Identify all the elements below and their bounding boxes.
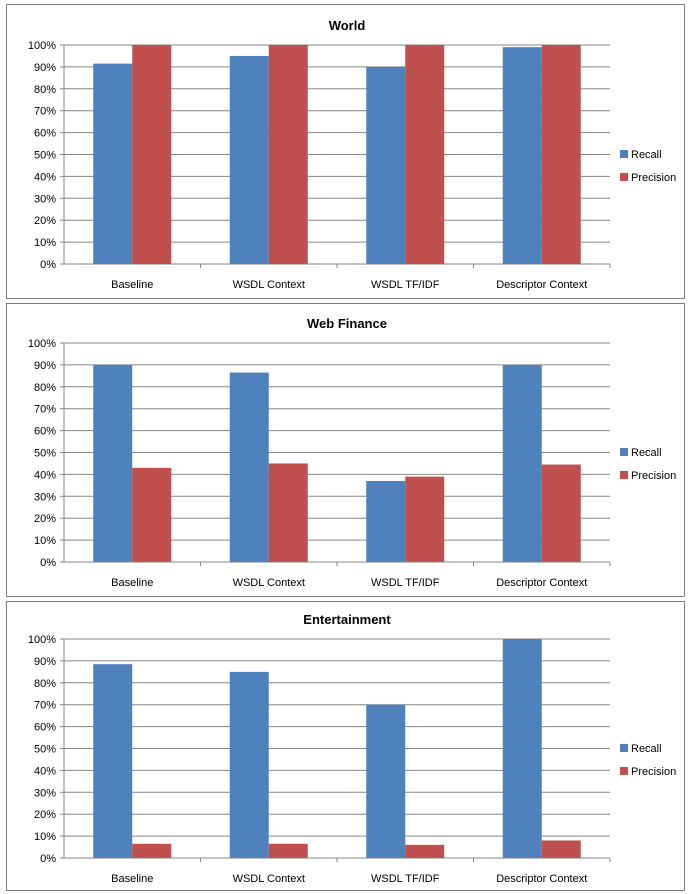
category-label: WSDL TF/IDF	[371, 279, 440, 291]
y-tick-label: 90%	[34, 62, 56, 74]
category-label: Baseline	[111, 279, 153, 291]
bar-precision-1	[268, 843, 308, 858]
y-tick-label: 20%	[34, 809, 56, 821]
y-tick-label: 60%	[34, 722, 56, 734]
bar-recall-1	[229, 55, 269, 265]
bar-precision-1	[268, 463, 308, 562]
y-tick-label: 80%	[34, 382, 56, 394]
chart-title: Web Finance	[307, 316, 387, 331]
bar-precision-0	[132, 467, 172, 562]
legend-swatch-precision	[620, 767, 628, 775]
bar-precision-3	[541, 840, 581, 858]
bar-recall-2	[366, 480, 406, 562]
y-tick-label: 40%	[34, 469, 56, 481]
category-label: WSDL Context	[233, 873, 305, 885]
y-tick-label: 50%	[34, 744, 56, 756]
y-tick-label: 100%	[28, 40, 56, 52]
bar-precision-1	[268, 45, 308, 264]
bar-recall-3	[502, 364, 542, 562]
bar-recall-3	[502, 639, 542, 858]
y-tick-label: 10%	[34, 831, 56, 843]
chart-world: World 0% 10% 20% 30% 40% 50% 60% 70% 80% 90% 100% Ba…	[6, 4, 685, 299]
bar-precision-0	[132, 45, 172, 264]
category-label: Descriptor Context	[496, 873, 587, 885]
legend-swatch-recall	[620, 448, 628, 456]
bar-precision-0	[132, 843, 172, 858]
bar-recall-0	[93, 664, 133, 858]
category-label: WSDL Context	[233, 577, 305, 589]
bar-precision-3	[541, 464, 581, 562]
y-tick-label: 70%	[34, 404, 56, 416]
chart-title: Entertainment	[303, 612, 391, 627]
category-label: Descriptor Context	[496, 279, 587, 291]
chart-entertainment-svg: Entertainment 0% 10% 20% 30% 40% 50% 60% 70% 80% 9…	[28, 612, 676, 885]
legend-label-recall: Recall	[631, 149, 662, 161]
y-tick-label: 70%	[34, 700, 56, 712]
category-label: Baseline	[111, 873, 153, 885]
category-label: Baseline	[111, 577, 153, 589]
bar-recall-2	[366, 704, 406, 858]
y-tick-label: 100%	[28, 634, 56, 646]
chart-entertainment: Entertainment 0% 10% 20% 30% 40% 50% 60% 70% 80% 9…	[6, 601, 685, 891]
chart-web-finance-svg: Web Finance 0% 10% 20% 30% 40% 50% 60% 70% 80% 90%…	[28, 316, 676, 589]
bar-recall-0	[93, 364, 133, 562]
bar-precision-2	[405, 45, 445, 264]
bar-precision-2	[405, 844, 445, 858]
y-tick-label: 20%	[34, 513, 56, 525]
y-tick-label: 10%	[34, 535, 56, 547]
y-tick-label: 90%	[34, 360, 56, 372]
legend-label-precision: Precision	[631, 766, 676, 778]
y-tick-label: 60%	[34, 128, 56, 140]
bar-recall-2	[366, 66, 406, 265]
y-tick-label: 100%	[28, 338, 56, 350]
bar-precision-2	[405, 476, 445, 562]
y-tick-label: 60%	[34, 426, 56, 438]
y-tick-label: 0%	[40, 853, 56, 865]
bar-recall-3	[502, 47, 542, 264]
chart-web-finance: Web Finance 0% 10% 20% 30% 40% 50% 60% 70% 80% 90%…	[6, 303, 685, 597]
y-tick-label: 50%	[34, 150, 56, 162]
y-tick-label: 40%	[34, 171, 56, 183]
y-tick-label: 30%	[34, 787, 56, 799]
y-tick-label: 40%	[34, 765, 56, 777]
legend-swatch-precision	[620, 471, 628, 479]
category-label: WSDL TF/IDF	[371, 577, 440, 589]
bar-recall-1	[229, 671, 269, 858]
y-tick-label: 10%	[34, 237, 56, 249]
legend-swatch-precision	[620, 173, 628, 181]
legend-label-recall: Recall	[631, 447, 662, 459]
legend-swatch-recall	[620, 744, 628, 752]
category-label: WSDL Context	[233, 279, 305, 291]
legend-label-recall: Recall	[631, 743, 662, 755]
y-tick-label: 30%	[34, 491, 56, 503]
y-tick-label: 0%	[40, 557, 56, 569]
chart-world-svg: World 0% 10% 20% 30% 40% 50% 60% 70% 80% 90% 100% Ba…	[28, 18, 676, 291]
y-tick-label: 80%	[34, 84, 56, 96]
category-label: Descriptor Context	[496, 577, 587, 589]
y-tick-label: 70%	[34, 106, 56, 118]
chart-title: World	[329, 18, 366, 33]
bar-recall-0	[93, 63, 133, 264]
category-label: WSDL TF/IDF	[371, 873, 440, 885]
bar-recall-1	[229, 372, 269, 562]
bar-precision-3	[541, 45, 581, 264]
y-tick-label: 50%	[34, 448, 56, 460]
y-tick-label: 20%	[34, 215, 56, 227]
legend-swatch-recall	[620, 150, 628, 158]
legend-label-precision: Precision	[631, 470, 676, 482]
y-tick-label: 90%	[34, 656, 56, 668]
y-tick-label: 30%	[34, 193, 56, 205]
legend-label-precision: Precision	[631, 172, 676, 184]
y-tick-label: 80%	[34, 678, 56, 690]
y-tick-label: 0%	[40, 259, 56, 271]
